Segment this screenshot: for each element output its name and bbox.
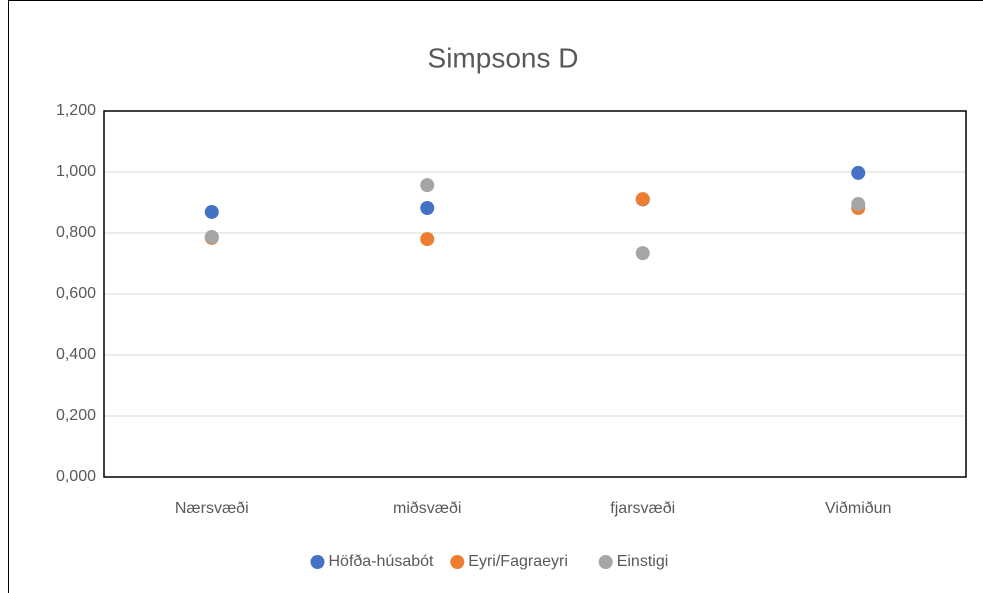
dot — [420, 200, 435, 215]
chart-title: Simpsons D — [428, 42, 579, 73]
y-tick-label: 0,600 — [56, 285, 96, 302]
dot — [204, 229, 219, 244]
legend-marker — [598, 555, 613, 569]
dot — [851, 197, 866, 212]
dot — [851, 165, 866, 180]
x-tick-label: Viðmiðun — [825, 500, 891, 517]
y-tick-label: 1,000 — [56, 163, 96, 180]
y-tick-label: 0,000 — [56, 468, 96, 485]
legend-label: Höfða-húsabót — [329, 553, 435, 570]
x-tick-label: fjarsvæði — [610, 500, 675, 517]
plot-border — [103, 110, 967, 478]
dot — [420, 232, 435, 247]
x-tick-label: Nærsvæði — [175, 500, 249, 517]
dot — [635, 246, 650, 261]
x-tick-label: miðsvæði — [393, 500, 461, 517]
legend-marker — [310, 555, 325, 569]
legend-label: Einstigi — [617, 553, 669, 570]
dot — [204, 204, 219, 219]
y-tick-label: 0,400 — [56, 346, 96, 363]
chart-border — [8, 0, 983, 593]
y-tick-label: 0,200 — [56, 407, 96, 424]
y-tick-label: 1,200 — [56, 102, 96, 119]
legend-marker — [450, 555, 465, 569]
y-tick-label: 0,800 — [56, 224, 96, 241]
legend-label: Eyri/Fagraeyri — [468, 553, 568, 570]
dot — [635, 192, 650, 207]
dot — [420, 178, 435, 193]
